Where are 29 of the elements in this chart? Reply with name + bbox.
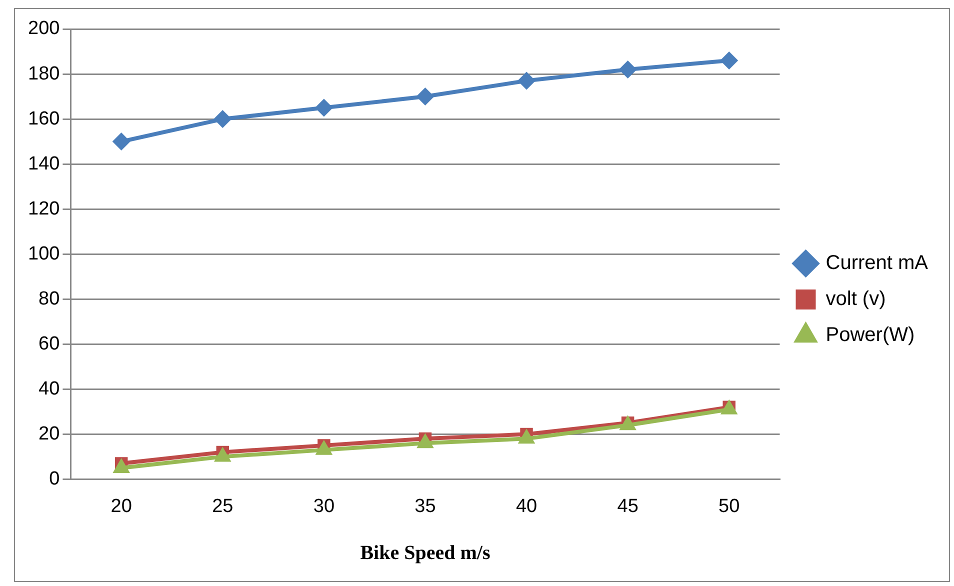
x-tick-label: 35	[414, 496, 436, 517]
point	[518, 72, 536, 90]
y-tick-label: 180	[28, 63, 60, 84]
x-axis-title: Bike Speed m/s	[360, 542, 490, 564]
y-tick-label: 60	[38, 333, 60, 354]
point	[416, 88, 434, 106]
legend-label: Power(W)	[826, 324, 915, 346]
y-tick-label: 0	[49, 468, 60, 490]
y-tick-label: 160	[28, 108, 60, 130]
point	[314, 98, 333, 117]
y-tick-label: 40	[38, 378, 60, 400]
y-tick-label: 120	[28, 198, 60, 220]
y-tick-label: 140	[28, 153, 60, 174]
legend-label: volt (v)	[826, 288, 886, 310]
x-tick-label: 20	[110, 496, 132, 517]
point	[720, 52, 738, 70]
legend-label: Current mA	[826, 252, 929, 274]
point	[214, 110, 232, 128]
point	[618, 60, 637, 79]
y-tick-label: 80	[38, 288, 60, 310]
y-tick-label: 100	[28, 243, 60, 264]
y-tick-label: 20	[38, 423, 60, 444]
x-tick-label: 25	[212, 496, 234, 517]
y-tick-label: 200	[28, 18, 60, 40]
x-tick-label: 40	[516, 496, 538, 517]
x-tick-label: 45	[617, 496, 638, 517]
x-tick-label: 30	[313, 496, 335, 517]
x-tick-label: 50	[718, 496, 740, 517]
point	[112, 132, 130, 151]
